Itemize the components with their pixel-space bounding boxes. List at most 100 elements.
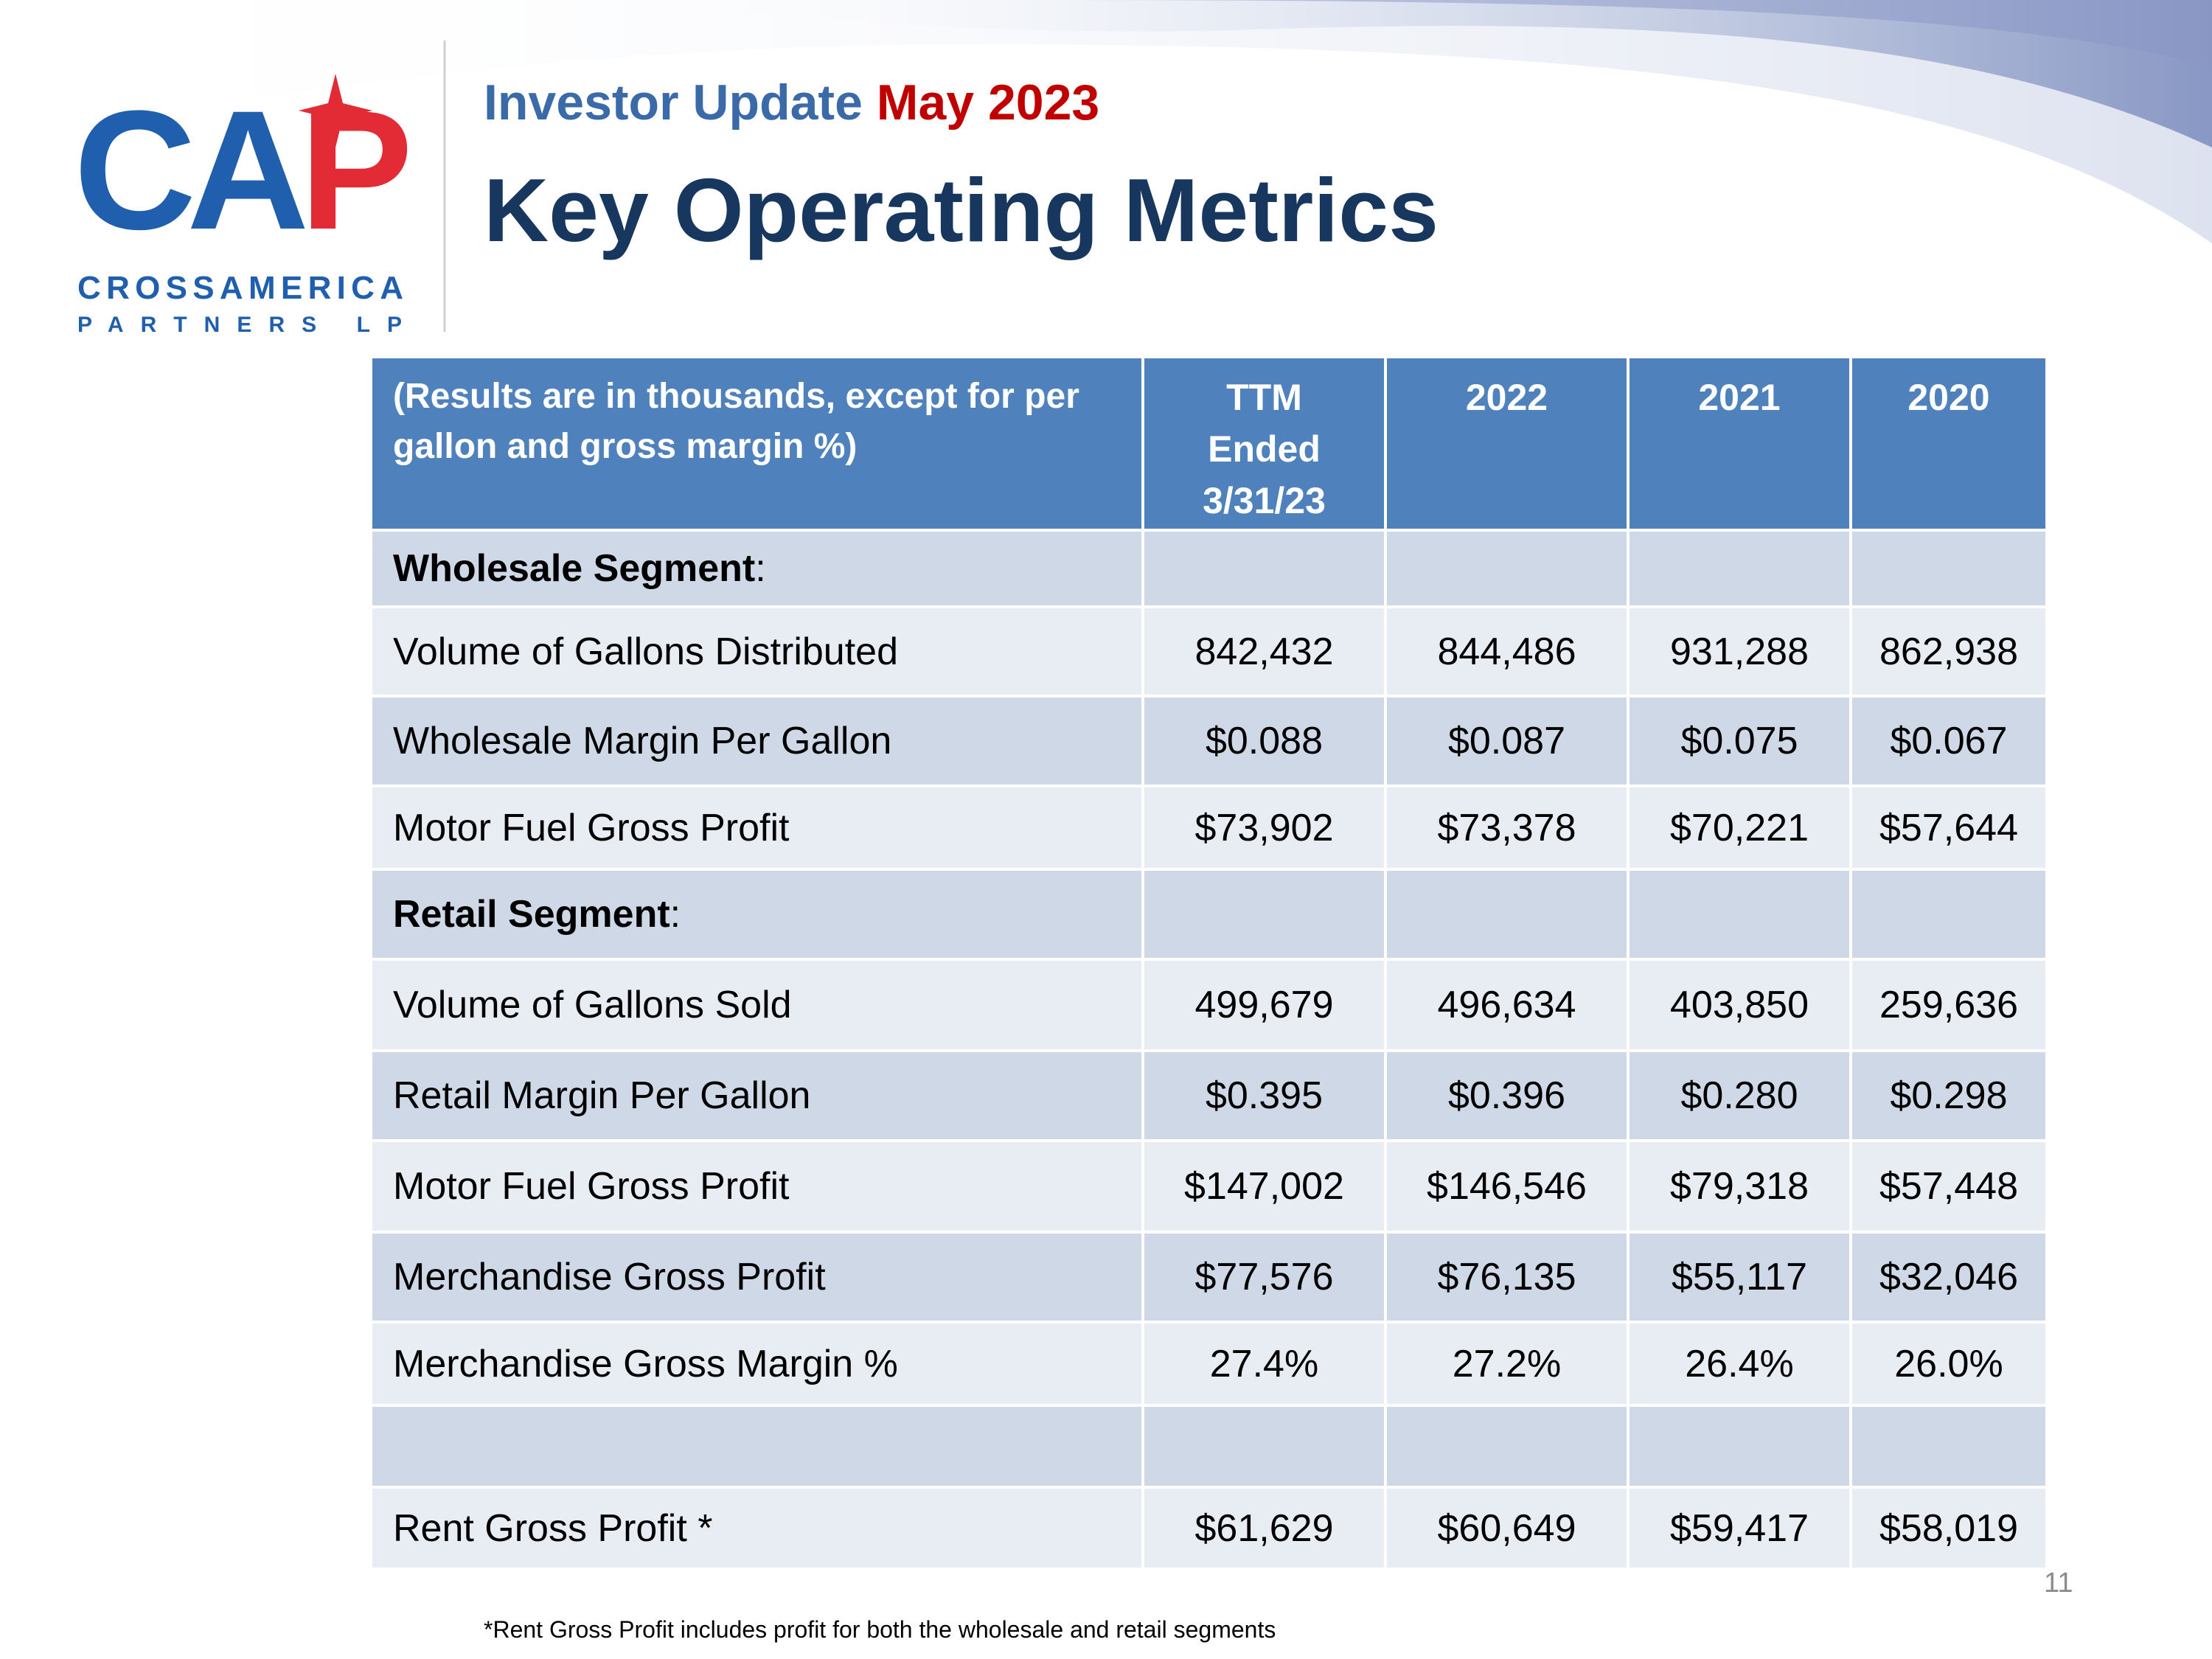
- row-label-suffix: :: [755, 547, 766, 590]
- cell: $57,448: [1849, 1139, 2048, 1234]
- row-label: Rent Gross Profit *: [369, 1486, 1144, 1571]
- cell: $55,117: [1627, 1231, 1852, 1324]
- row-label: Wholesale Segment:: [369, 529, 1144, 608]
- row-label: Motor Fuel Gross Profit: [369, 785, 1144, 871]
- cell: 27.4%: [1141, 1321, 1387, 1407]
- subtitle-text: Investor Update: [484, 74, 863, 131]
- cell: 27.2%: [1384, 1321, 1630, 1407]
- footnote: *Rent Gross Profit includes profit for b…: [484, 1616, 1276, 1643]
- cell: 26.0%: [1849, 1321, 2048, 1407]
- row-label: Merchandise Gross Margin %: [369, 1321, 1144, 1407]
- cell: $79,318: [1627, 1139, 1852, 1234]
- cell: 26.4%: [1627, 1321, 1852, 1407]
- column-header: TTM Ended 3/31/23: [1141, 355, 1387, 532]
- cell: 931,288: [1627, 605, 1852, 698]
- cell: $0.067: [1849, 695, 2048, 787]
- cell: $77,576: [1141, 1231, 1387, 1324]
- data-row: Motor Fuel Gross Profit $73,902 $73,378 $70…: [369, 785, 2048, 871]
- logo-mark: CA: [74, 75, 305, 265]
- cell: 499,679: [1141, 958, 1387, 1052]
- cell: $0.396: [1384, 1049, 1630, 1142]
- cell: [1627, 1404, 1852, 1489]
- cell: 842,432: [1141, 605, 1387, 698]
- row-label: Volume of Gallons Distributed: [369, 605, 1144, 698]
- cell: $0.088: [1141, 695, 1387, 787]
- data-row: Retail Margin Per Gallon $0.395 $0.396 $0.2…: [369, 1049, 2048, 1142]
- row-label-text: Retail Margin Per Gallon: [393, 1074, 811, 1117]
- cell: [1384, 868, 1630, 961]
- row-label-text: Motor Fuel Gross Profit: [393, 1165, 790, 1208]
- cell: $73,378: [1384, 785, 1630, 871]
- svg-text:CAP: CAP: [74, 75, 408, 265]
- row-label: Volume of Gallons Sold: [369, 958, 1144, 1052]
- cell: $61,629: [1141, 1486, 1387, 1571]
- cell: $146,546: [1384, 1139, 1630, 1234]
- row-label-text: Rent Gross Profit *: [393, 1506, 713, 1550]
- row-label: Retail Segment:: [369, 868, 1144, 961]
- cell: [1627, 529, 1852, 608]
- logo-mark: P: [300, 75, 408, 265]
- column-header: 2022: [1384, 355, 1630, 532]
- cell: $0.395: [1141, 1049, 1387, 1142]
- cell: $0.298: [1849, 1049, 2048, 1142]
- logo-name: CROSSAMERICA: [77, 270, 403, 306]
- cell: $0.087: [1384, 695, 1630, 787]
- row-label: Merchandise Gross Profit: [369, 1231, 1144, 1324]
- cell: [369, 1404, 1144, 1489]
- data-row: Merchandise Gross Margin % 27.4% 27.2% 26.4…: [369, 1321, 2048, 1407]
- cell: 844,486: [1384, 605, 1630, 698]
- cell: $76,135: [1384, 1231, 1630, 1324]
- row-label: Retail Margin Per Gallon: [369, 1049, 1144, 1142]
- cell: $70,221: [1627, 785, 1852, 871]
- column-header: 2021: [1627, 355, 1852, 532]
- row-label-text: Merchandise Gross Profit: [393, 1256, 826, 1298]
- cell: $73,902: [1141, 785, 1387, 871]
- cell: [1141, 868, 1387, 961]
- column-header: 2020: [1849, 355, 2048, 532]
- section-row: Retail Segment:: [369, 868, 2048, 961]
- row-label-text: Volume of Gallons Sold: [393, 984, 792, 1026]
- column-header-text: TTM Ended 3/31/23: [1203, 377, 1326, 521]
- cell: [1141, 529, 1387, 608]
- data-row: Merchandise Gross Profit $77,576 $76,135 $5…: [369, 1231, 2048, 1324]
- cell: 496,634: [1384, 958, 1630, 1052]
- cell: $60,649: [1384, 1486, 1630, 1571]
- data-row: Volume of Gallons Distributed 842,432 844,…: [369, 605, 2048, 698]
- cell: $0.280: [1627, 1049, 1852, 1142]
- subtitle: Investor Update May 2023: [484, 74, 1099, 131]
- data-row: Motor Fuel Gross Profit $147,002 $146,546 $…: [369, 1139, 2048, 1234]
- column-header: (Results are in thousands, except for pe…: [369, 355, 1144, 532]
- subtitle-highlight: May 2023: [876, 74, 1100, 131]
- row-label: Wholesale Margin Per Gallon: [369, 695, 1144, 787]
- row-label-text: Motor Fuel Gross Profit: [393, 806, 790, 849]
- cell: $0.075: [1627, 695, 1852, 787]
- cell: $58,019: [1849, 1486, 2048, 1571]
- cell: [1384, 529, 1630, 608]
- section-row: Wholesale Segment:: [369, 529, 2048, 608]
- cell: [1627, 868, 1852, 961]
- cell: [1849, 529, 2048, 608]
- cell: $32,046: [1849, 1231, 2048, 1324]
- cell: [1384, 1404, 1630, 1489]
- logo-suffix: PARTNERS LP: [77, 313, 402, 337]
- logo: CAP CROSSAMERICA PARTNERS LP: [74, 74, 415, 337]
- cell: $59,417: [1627, 1486, 1852, 1571]
- cell: [1849, 1404, 2048, 1489]
- data-row: Volume of Gallons Sold 499,679 496,634 403,…: [369, 958, 2048, 1052]
- data-row: Wholesale Margin Per Gallon $0.088 $0.087 $…: [369, 695, 2048, 787]
- row-label-text: Retail Segment: [393, 893, 670, 936]
- title: Key Operating Metrics: [484, 160, 1439, 260]
- logo-star: [299, 74, 372, 147]
- row-label: Motor Fuel Gross Profit: [369, 1139, 1144, 1234]
- row-label-text: Volume of Gallons Distributed: [393, 630, 899, 673]
- cell: 403,850: [1627, 958, 1852, 1052]
- row-label-text: Merchandise Gross Margin %: [393, 1342, 898, 1385]
- row-label-text: Wholesale Margin Per Gallon: [393, 720, 892, 762]
- data-row: Rent Gross Profit * $61,629 $60,649 $59,417…: [369, 1486, 2048, 1571]
- cell: [1849, 868, 2048, 961]
- cell: $57,644: [1849, 785, 2048, 871]
- metrics-table: (Results are in thousands, except for pe…: [369, 355, 2048, 1571]
- header-row: (Results are in thousands, except for pe…: [369, 355, 2048, 532]
